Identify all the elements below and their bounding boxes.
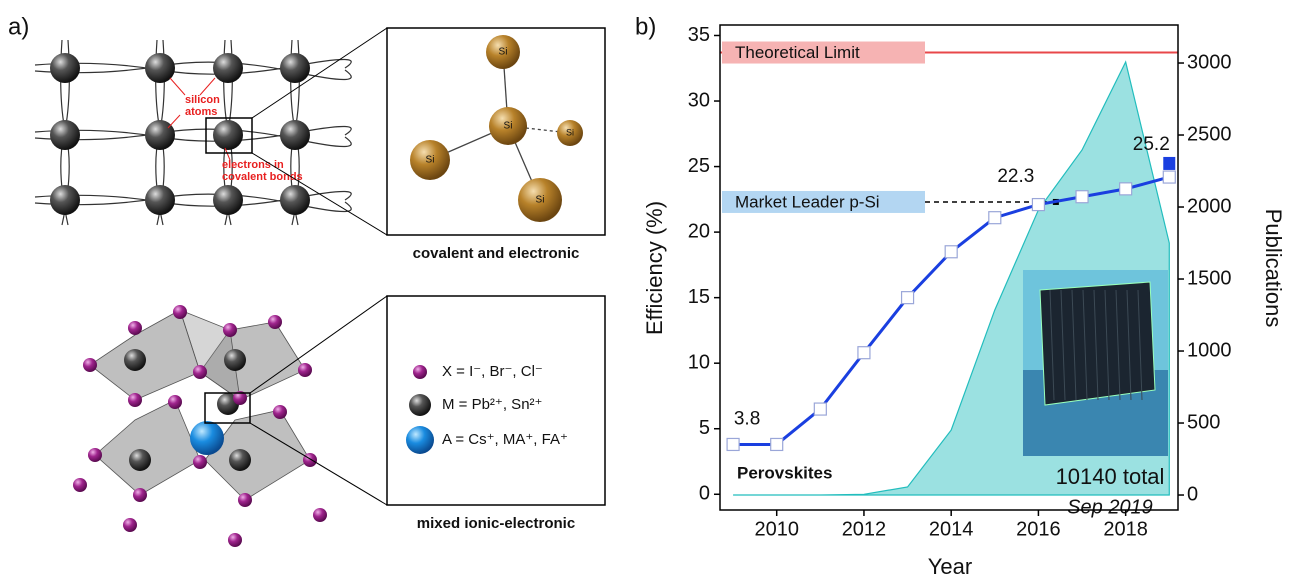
- efficiency-marker: [989, 212, 1001, 224]
- callout: electrons in: [222, 159, 284, 171]
- callout: silicon: [185, 94, 220, 106]
- y-tick-label: 25: [688, 155, 710, 177]
- panel-label: b): [635, 13, 656, 40]
- zoom-line: [252, 153, 387, 235]
- y-tick-label: 20: [688, 220, 710, 242]
- efficiency-marker: [902, 292, 914, 304]
- legend-entry: M = Pb²⁺, Sn²⁺: [442, 396, 542, 413]
- record-label: 25.2: [1133, 134, 1170, 155]
- x-tick-label: 2014: [929, 518, 974, 540]
- legend-swatch: [406, 426, 434, 454]
- atom-label: Si: [499, 47, 508, 58]
- efficiency-marker: [1163, 171, 1175, 183]
- figure: a) silicon atoms electrons in covalent b…: [0, 0, 1291, 580]
- y-tick-label: 0: [699, 483, 710, 505]
- legend-swatch: [413, 365, 427, 379]
- atom-label: Si: [504, 121, 513, 132]
- efficiency-marker: [771, 438, 783, 450]
- y-tick-label: 35: [688, 24, 710, 46]
- legend-swatch: [409, 394, 431, 416]
- y-tick-label: 5: [699, 417, 710, 439]
- y-tick-label: 10: [688, 351, 710, 373]
- series-label: Perovskites: [737, 463, 832, 482]
- perovskite-structure: [90, 310, 310, 500]
- callout: atoms: [185, 106, 217, 118]
- y2-axis-title: Publications: [1261, 209, 1286, 328]
- market-label: Market Leader p-Si: [735, 192, 880, 211]
- legend-entry: X = I⁻, Br⁻, Cl⁻: [442, 363, 543, 380]
- panel-b: b) Year Efficiency (%) Publications Theo…: [635, 13, 1286, 578]
- y2-tick-label: 3000: [1187, 51, 1232, 73]
- efficiency-marker: [1120, 183, 1132, 195]
- legend-entry: A = Cs⁺, MA⁺, FA⁺: [442, 431, 568, 448]
- y2-tick-label: 1500: [1187, 267, 1232, 289]
- efficiency-marker: [1076, 191, 1088, 203]
- y-tick-label: 15: [688, 286, 710, 308]
- y2-tick-label: 2500: [1187, 123, 1232, 145]
- y-tick-label: 30: [688, 89, 710, 111]
- panel-label: a): [8, 13, 29, 40]
- atom-label: Si: [566, 127, 574, 137]
- y2-tick-label: 0: [1187, 483, 1198, 505]
- x-tick-label: 2010: [754, 518, 799, 540]
- y2-tick-label: 2000: [1187, 195, 1232, 217]
- publication-note: 10140 total: [1056, 464, 1165, 489]
- data-label: 3.8: [734, 408, 760, 429]
- efficiency-marker: [858, 347, 870, 359]
- x-tick-label: 2018: [1103, 518, 1148, 540]
- x-axis-title: Year: [928, 554, 972, 579]
- efficiency-marker: [814, 403, 826, 415]
- caption: mixed ionic-electronic: [417, 515, 575, 532]
- panel-a: a) silicon atoms electrons in covalent b…: [8, 13, 605, 547]
- record-marker: [1163, 157, 1175, 170]
- efficiency-marker: [727, 438, 739, 450]
- y-axis-title: Efficiency (%): [642, 201, 667, 335]
- publication-note: Sep 2019: [1067, 496, 1153, 518]
- photo-inset: [1023, 270, 1168, 456]
- zoom-line: [252, 28, 387, 118]
- atom-label: Si: [536, 195, 545, 206]
- atom-label: Si: [426, 155, 435, 166]
- x-tick-label: 2016: [1016, 518, 1061, 540]
- y2-tick-label: 500: [1187, 411, 1220, 433]
- efficiency-marker: [1032, 199, 1044, 211]
- market-value: 22.3: [997, 166, 1034, 187]
- caption: covalent and electronic: [413, 245, 580, 262]
- efficiency-marker: [945, 246, 957, 258]
- x-tick-label: 2012: [842, 518, 887, 540]
- limit-label: Theoretical Limit: [735, 43, 860, 62]
- y2-tick-label: 1000: [1187, 339, 1232, 361]
